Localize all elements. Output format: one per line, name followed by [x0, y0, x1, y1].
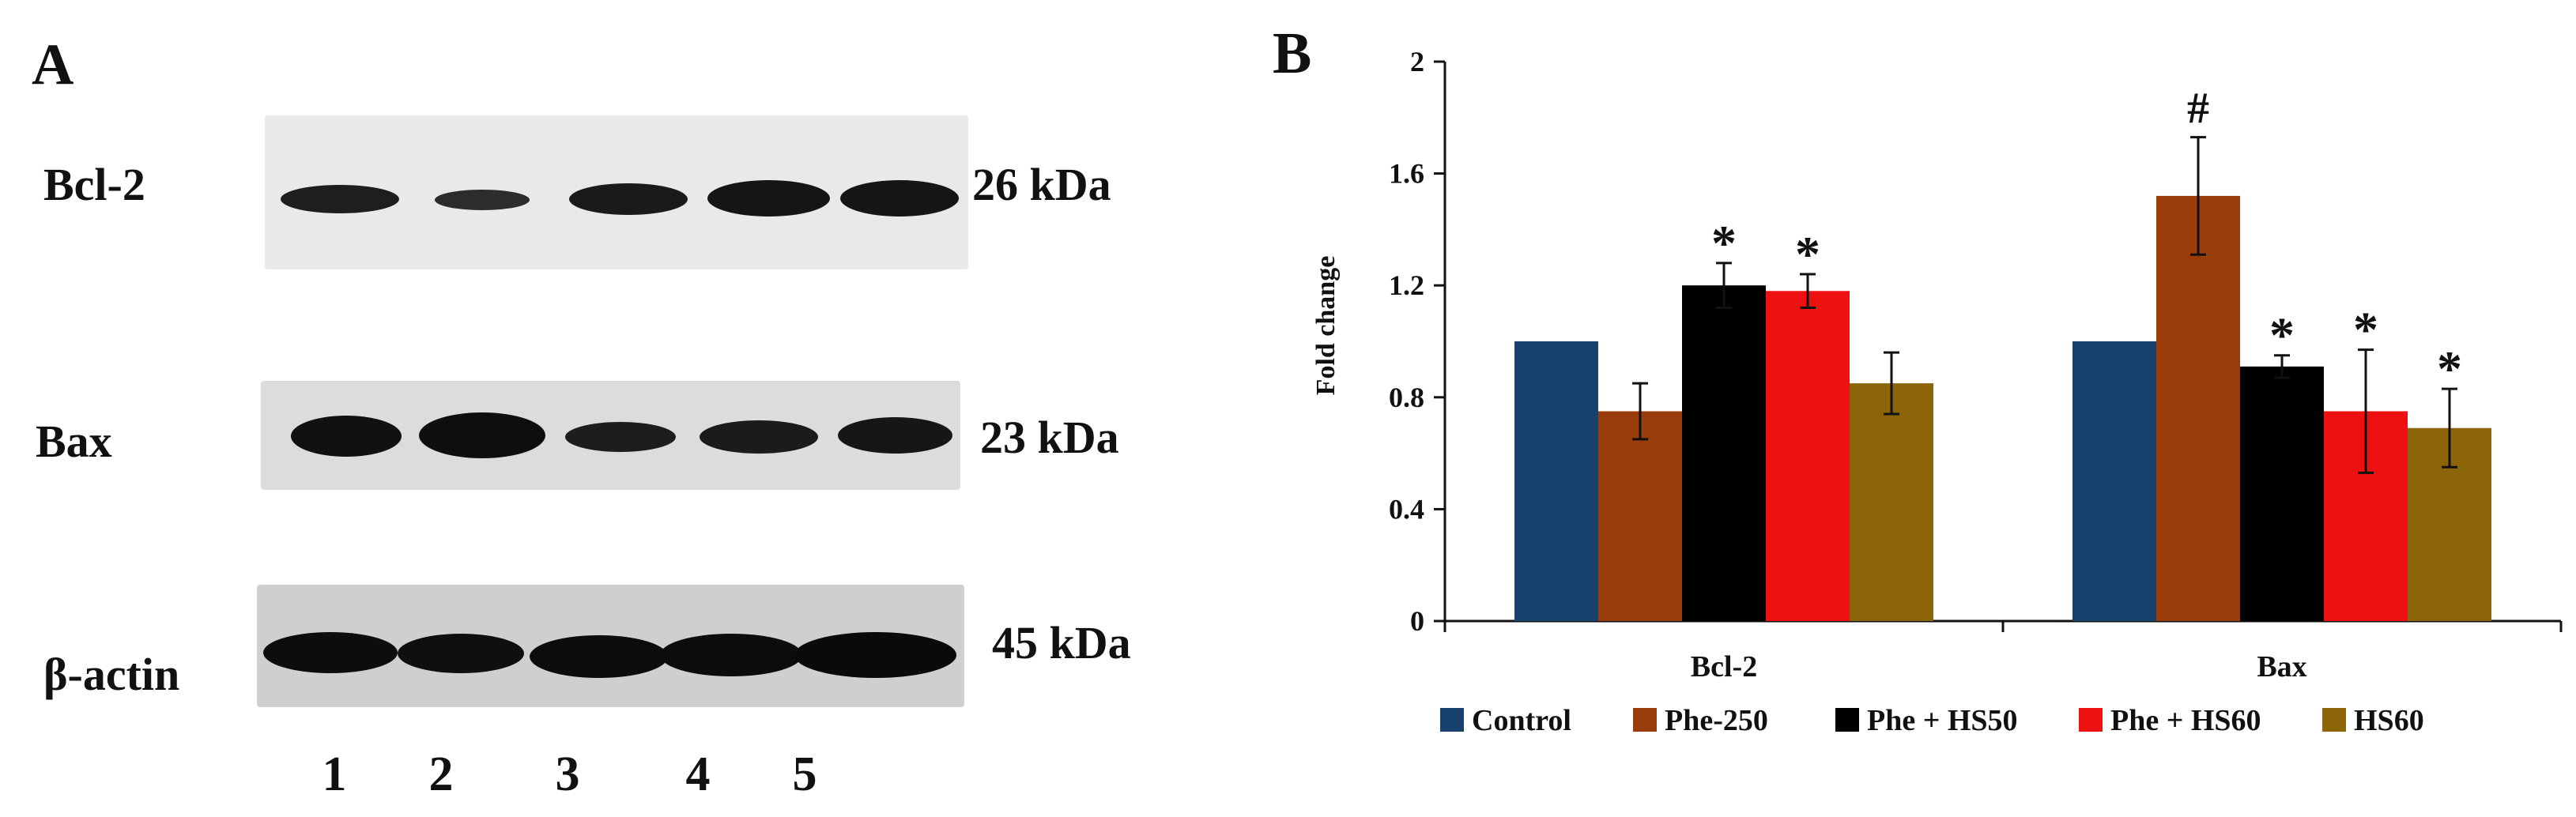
- blot-actin: [257, 585, 964, 707]
- legend-label: Phe + HS60: [2110, 704, 2261, 737]
- significance-mark: *: [1711, 215, 1737, 271]
- legend-label: Phe-250: [1665, 704, 1768, 737]
- y-tick-label: 1.2: [1389, 269, 1424, 301]
- x-tick-label: Bax: [2257, 650, 2306, 683]
- blot-bcl2: [265, 115, 968, 269]
- lane-number: 4: [685, 747, 711, 801]
- band: [838, 417, 952, 454]
- significance-mark: *: [1795, 226, 1820, 282]
- band: [398, 634, 524, 673]
- lane-number: 2: [428, 747, 454, 801]
- panel-b-letter: B: [1273, 21, 1311, 86]
- band: [263, 632, 398, 673]
- band: [530, 635, 668, 678]
- significance-mark: #: [2187, 85, 2209, 134]
- bar: [1766, 291, 1850, 621]
- legend-swatch: [1440, 708, 1464, 732]
- lane-number: 3: [555, 747, 580, 801]
- bar: [1514, 341, 1598, 621]
- band: [707, 180, 830, 216]
- band: [435, 190, 530, 210]
- band: [660, 634, 802, 676]
- legend-label: Phe + HS50: [1867, 704, 2018, 737]
- y-axis-label: Fold change: [1311, 256, 1341, 396]
- significance-mark: *: [2269, 307, 2295, 363]
- blot-size-actin: 45 kDa: [992, 617, 1131, 668]
- y-tick-label: 0.8: [1389, 382, 1424, 413]
- legend-swatch: [1633, 708, 1657, 732]
- legend-swatch: [2322, 708, 2346, 732]
- bar-chart: B Fold change 0 0.4 0.8 1.2 1.6 2 Bcl-2 Bax * * #…: [1273, 21, 2563, 737]
- legend-label: HS60: [2354, 704, 2424, 737]
- y-tick-label: 0: [1410, 605, 1424, 637]
- bar: [1850, 383, 1933, 621]
- bar: [1598, 411, 1682, 621]
- band: [569, 183, 688, 215]
- legend-swatch: [1835, 708, 1859, 732]
- band: [840, 180, 959, 216]
- band: [419, 412, 545, 458]
- panel-a-letter: A: [32, 32, 74, 97]
- bar: [2072, 341, 2156, 621]
- bar: [2240, 366, 2324, 621]
- y-tick-label: 2: [1410, 46, 1424, 77]
- y-tick-label: 1.6: [1389, 158, 1424, 190]
- bar: [1682, 285, 1766, 621]
- blot-size-bax: 23 kDa: [980, 412, 1119, 463]
- lane-number: 1: [322, 747, 347, 801]
- blot-size-bcl2: 26 kDa: [972, 159, 1111, 210]
- x-tick-label: Bcl-2: [1691, 650, 1757, 683]
- blot-label-bax: Bax: [36, 416, 112, 467]
- band: [794, 632, 956, 678]
- blot-label-bcl2: Bcl-2: [43, 159, 145, 210]
- significance-mark: *: [2353, 302, 2378, 358]
- legend-swatch: [2079, 708, 2103, 732]
- y-tick-label: 0.4: [1389, 493, 1424, 525]
- lane-number: 5: [792, 747, 817, 801]
- band: [565, 422, 676, 452]
- blot-bax: [261, 381, 960, 490]
- legend-label: Control: [1472, 704, 1571, 737]
- band: [291, 416, 402, 457]
- blot-label-actin: β-actin: [43, 649, 180, 700]
- band: [700, 420, 818, 454]
- bar: [2156, 195, 2240, 622]
- band: [281, 185, 399, 213]
- significance-mark: *: [2437, 341, 2462, 397]
